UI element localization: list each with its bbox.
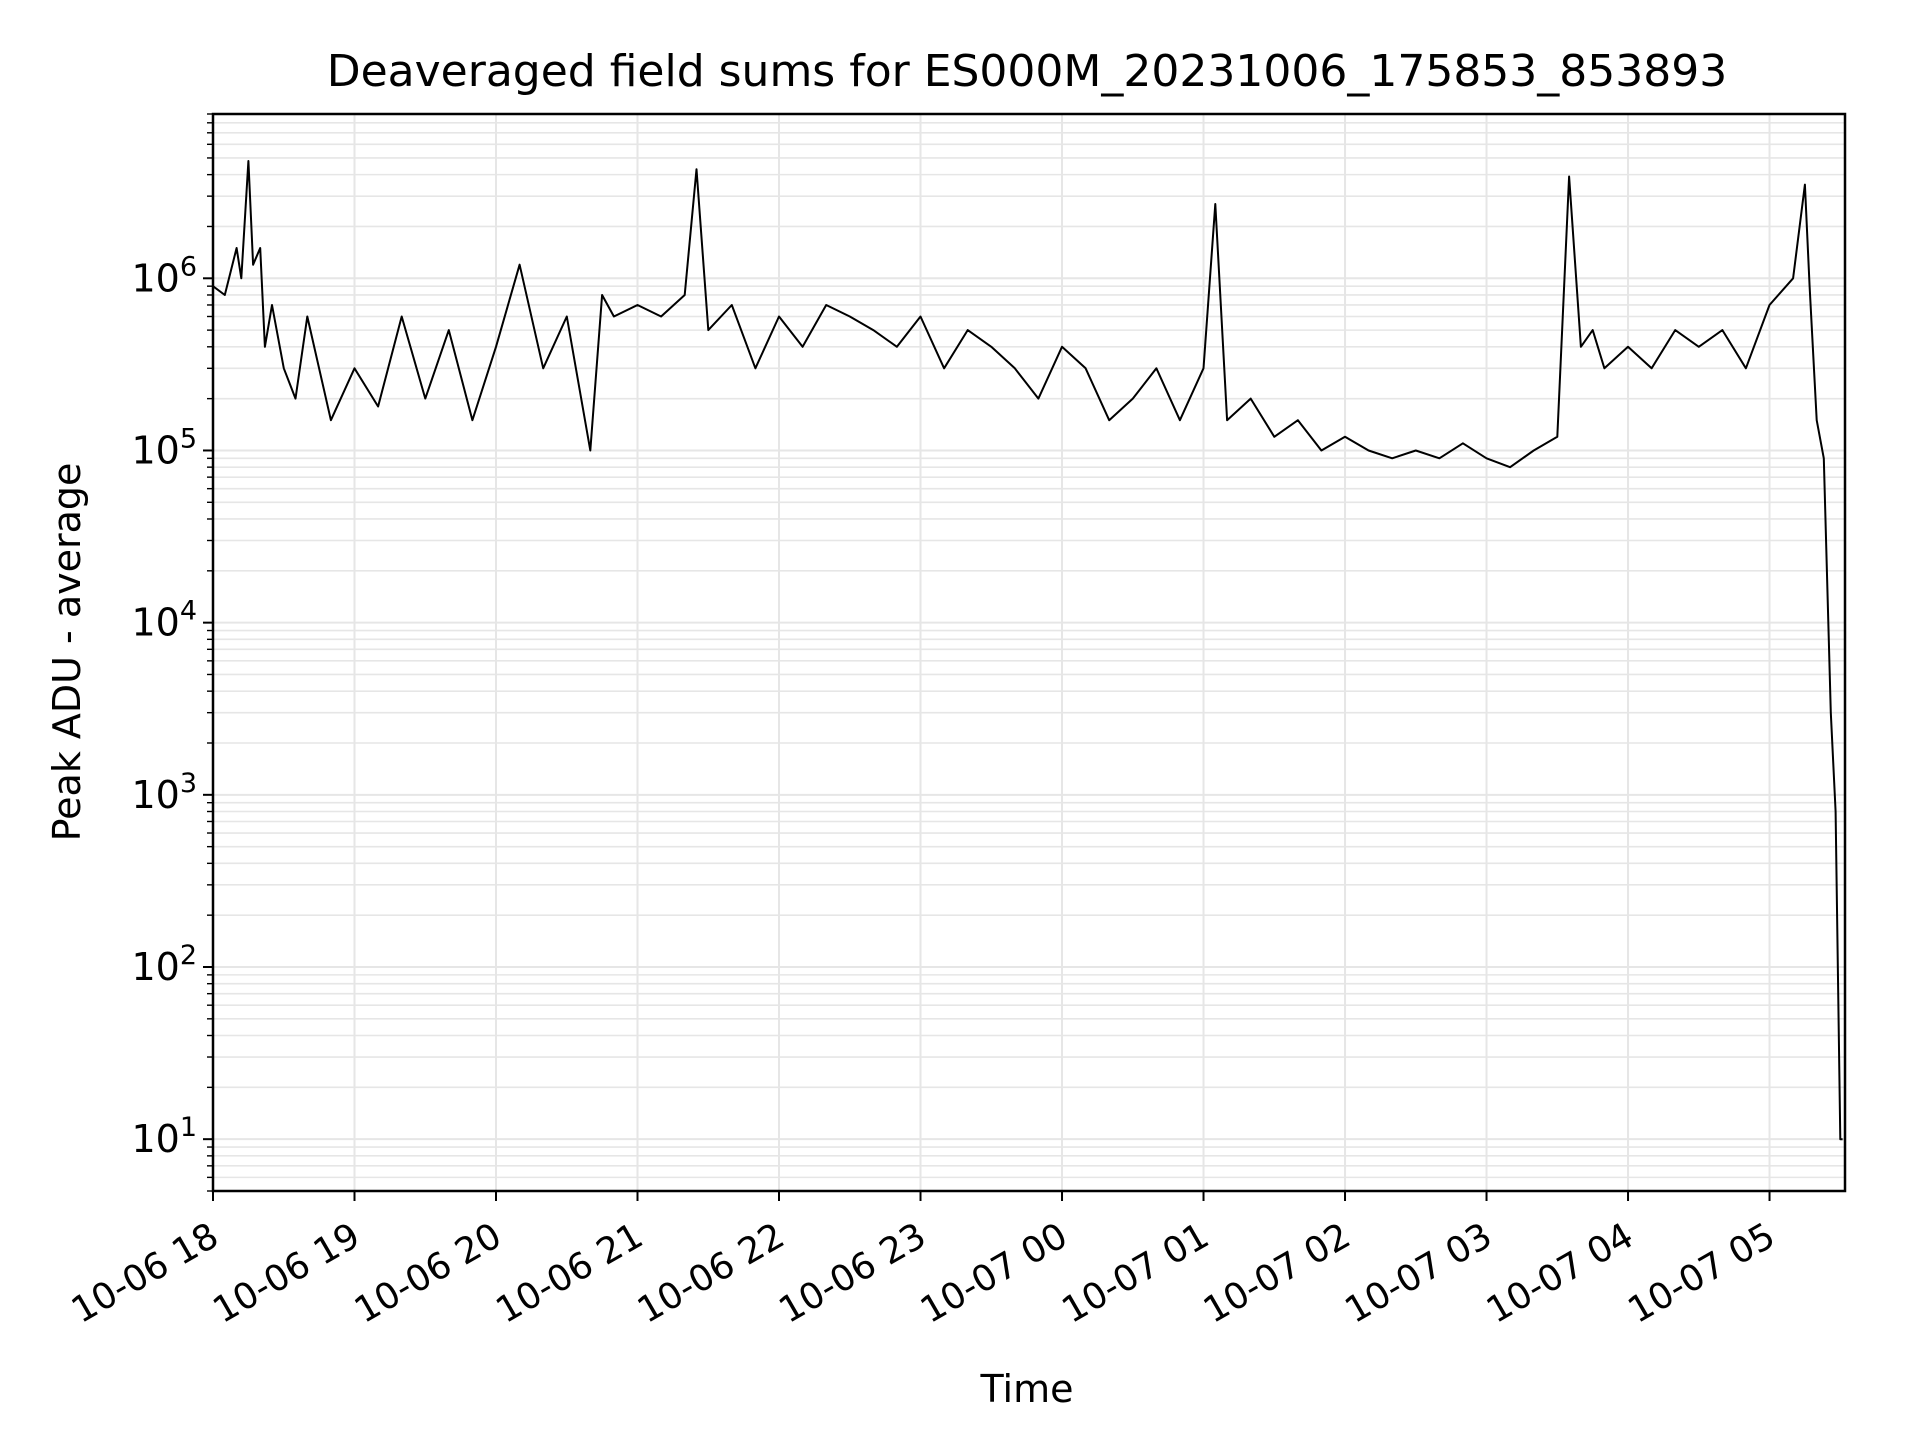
y-tick-label: 102 [131, 940, 197, 989]
y-tick-base: 10 [131, 428, 179, 472]
plot-area-frame [211, 112, 1847, 1193]
y-tick-base: 10 [131, 945, 179, 989]
y-tick-exponent: 1 [180, 1112, 197, 1143]
y-tick-base: 10 [131, 256, 179, 300]
y-tick-exponent: 2 [180, 940, 197, 971]
y-tick-exponent: 6 [180, 251, 197, 282]
y-tick-label: 103 [131, 768, 197, 817]
series-line-layer [212, 160, 1843, 1141]
y-tick-exponent: 5 [180, 423, 197, 454]
x-axis-label: Time [980, 1367, 1074, 1411]
y-tick-base: 10 [131, 773, 179, 817]
y-tick-label: 101 [131, 1112, 197, 1161]
y-axis-label: Peak ADU - average [45, 463, 89, 842]
y-tick-label: 106 [131, 251, 197, 300]
y-tick-label: 105 [131, 423, 197, 472]
y-tick-label: 104 [131, 596, 197, 645]
y-tick-exponent: 3 [180, 768, 197, 799]
y-tick-base: 10 [131, 1117, 179, 1161]
chart-title: Deaveraged field sums for ES000M_2023100… [327, 46, 1728, 97]
y-tick-base: 10 [131, 601, 179, 645]
y-tick-exponent: 4 [180, 596, 197, 627]
series-line-0 [212, 160, 1843, 1141]
